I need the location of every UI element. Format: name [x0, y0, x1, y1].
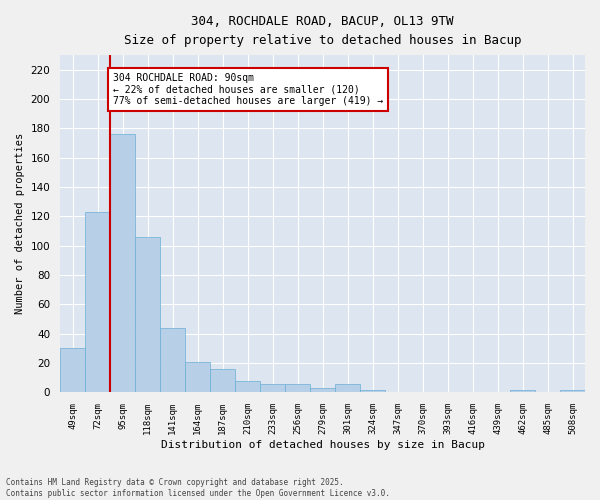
Bar — [110, 134, 135, 392]
Y-axis label: Number of detached properties: Number of detached properties — [15, 133, 25, 314]
Text: Contains HM Land Registry data © Crown copyright and database right 2025.
Contai: Contains HM Land Registry data © Crown c… — [6, 478, 390, 498]
Title: 304, ROCHDALE ROAD, BACUP, OL13 9TW
Size of property relative to detached houses: 304, ROCHDALE ROAD, BACUP, OL13 9TW Size… — [124, 15, 521, 47]
Text: 304 ROCHDALE ROAD: 90sqm
← 22% of detached houses are smaller (120)
77% of semi-: 304 ROCHDALE ROAD: 90sqm ← 22% of detach… — [113, 72, 383, 106]
Bar — [60, 348, 85, 393]
Bar — [360, 390, 385, 392]
Bar — [510, 390, 535, 392]
Bar — [560, 390, 585, 392]
X-axis label: Distribution of detached houses by size in Bacup: Distribution of detached houses by size … — [161, 440, 485, 450]
Bar — [260, 384, 285, 392]
Bar — [235, 380, 260, 392]
Bar — [310, 388, 335, 392]
Bar — [210, 369, 235, 392]
Bar — [85, 212, 110, 392]
Bar — [185, 362, 210, 392]
Bar — [285, 384, 310, 392]
Bar — [335, 384, 360, 392]
Bar — [135, 237, 160, 392]
Bar — [160, 328, 185, 392]
